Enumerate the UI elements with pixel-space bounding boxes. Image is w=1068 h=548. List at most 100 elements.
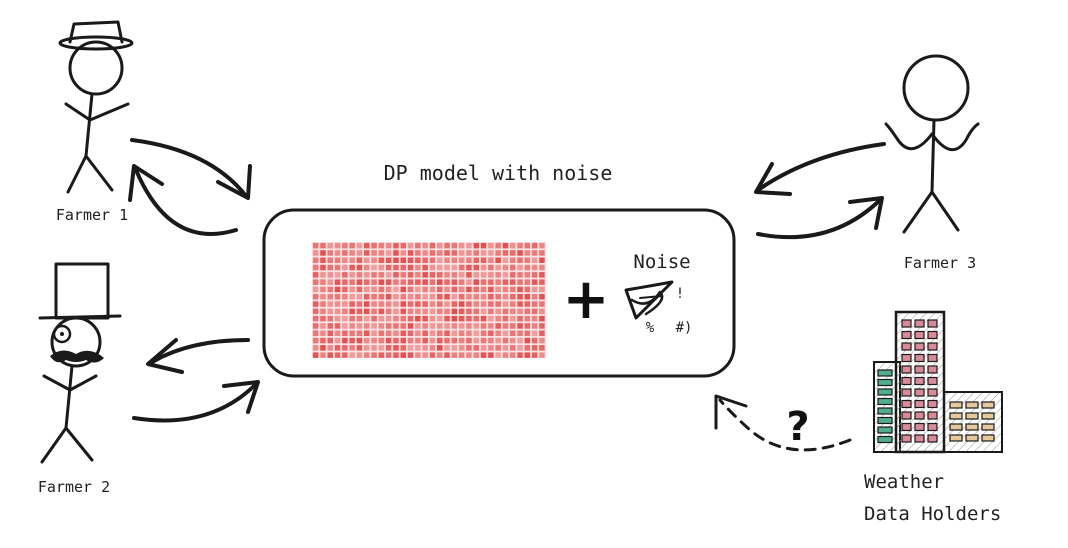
arrow-weather-to-model-dashed — [714, 394, 852, 452]
grid-cell — [458, 337, 465, 344]
grid-cell — [444, 315, 450, 322]
window-icon — [927, 365, 938, 374]
farmer-3-label: Farmer 3 — [904, 254, 976, 272]
grid-cell — [444, 279, 450, 285]
grid-cell — [488, 330, 494, 336]
grid-cell — [407, 301, 414, 307]
grid-cell — [510, 272, 516, 278]
grid-cell — [334, 294, 341, 300]
window-icon — [914, 388, 925, 397]
grid-cell — [539, 272, 545, 278]
grid-cell — [539, 337, 545, 344]
grid-cell — [364, 286, 370, 293]
window-icon — [927, 319, 938, 328]
grid-cell — [510, 330, 516, 336]
grid-cell — [466, 315, 472, 322]
grid-cell — [364, 264, 370, 271]
grid-cell — [422, 315, 428, 322]
grid-cell — [502, 301, 509, 307]
grid-cell — [407, 294, 414, 300]
grid-cell — [495, 330, 501, 336]
grid-cell — [429, 352, 436, 358]
grid-cell — [531, 337, 538, 344]
grid-cell — [393, 257, 399, 263]
grid-cell — [451, 279, 458, 285]
grid-cell — [444, 294, 450, 300]
grid-cell — [356, 315, 363, 322]
grid-cell — [466, 242, 472, 249]
grid-cell — [320, 330, 326, 336]
grid-cell — [524, 242, 531, 249]
grid-cell — [342, 279, 348, 285]
grid-cell — [422, 286, 428, 293]
grid-cell — [495, 352, 501, 358]
grid-cell — [524, 345, 531, 351]
grid-cell — [473, 323, 479, 329]
grid-cell — [371, 294, 377, 300]
grid-cell — [422, 352, 428, 358]
grid-cell — [334, 323, 341, 329]
grid-cell — [320, 286, 326, 293]
grid-cell — [378, 345, 385, 351]
grid-cell — [458, 301, 465, 307]
data-grid — [312, 242, 546, 358]
grid-cell — [488, 242, 494, 249]
grid-cell — [488, 257, 494, 263]
grid-cell — [320, 242, 326, 249]
grid-cell — [400, 294, 406, 300]
grid-cell — [327, 279, 333, 285]
grid-cell — [539, 301, 545, 307]
model-title: DP model with noise — [384, 161, 613, 185]
grid-cell — [480, 279, 487, 285]
farmer-1-label: Farmer 1 — [56, 206, 128, 224]
grid-cell — [422, 301, 428, 307]
grid-cell — [371, 337, 377, 344]
grid-cell — [531, 242, 538, 249]
grid-cell — [407, 272, 414, 278]
grid-cell — [517, 345, 523, 351]
grid-cell — [371, 279, 377, 285]
grid-cell — [371, 242, 377, 249]
grid-cell — [502, 257, 509, 263]
grid-cell — [342, 315, 348, 322]
grid-cell — [524, 264, 531, 271]
grid-cell — [437, 272, 443, 278]
grid-cell — [444, 272, 450, 278]
grid-cell — [415, 257, 421, 263]
grid-cell — [320, 337, 326, 344]
grid-cell — [524, 330, 531, 336]
window-icon — [914, 330, 925, 340]
grid-cell — [451, 286, 458, 293]
grid-cell — [407, 308, 414, 315]
grid-cell — [422, 330, 428, 336]
grid-cell — [364, 323, 370, 329]
grid-cell — [539, 242, 545, 249]
grid-cell — [539, 250, 545, 256]
grid-cell — [393, 250, 399, 256]
grid-cell — [524, 337, 531, 344]
grid-cell — [517, 264, 523, 271]
grid-cell — [385, 264, 392, 271]
grid-cell — [444, 257, 450, 263]
grid-cell — [407, 337, 414, 344]
grid-cell — [502, 323, 509, 329]
grid-cell — [444, 286, 450, 293]
grid-cell — [342, 294, 348, 300]
grid-cell — [364, 352, 370, 358]
grid-cell — [349, 257, 355, 263]
grid-cell — [510, 315, 516, 322]
grid-cell — [451, 264, 458, 271]
grid-cell — [400, 242, 406, 249]
grid-cell — [312, 279, 319, 285]
grid-cell — [466, 250, 472, 256]
grid-cell — [415, 330, 421, 336]
grid-cell — [524, 279, 531, 285]
grid-cell — [342, 272, 348, 278]
window-icon — [927, 330, 938, 340]
grid-cell — [510, 257, 516, 263]
grid-cell — [510, 352, 516, 358]
grid-cell — [393, 308, 399, 315]
grid-cell — [524, 315, 531, 322]
grid-cell — [327, 294, 333, 300]
grid-cell — [539, 352, 545, 358]
